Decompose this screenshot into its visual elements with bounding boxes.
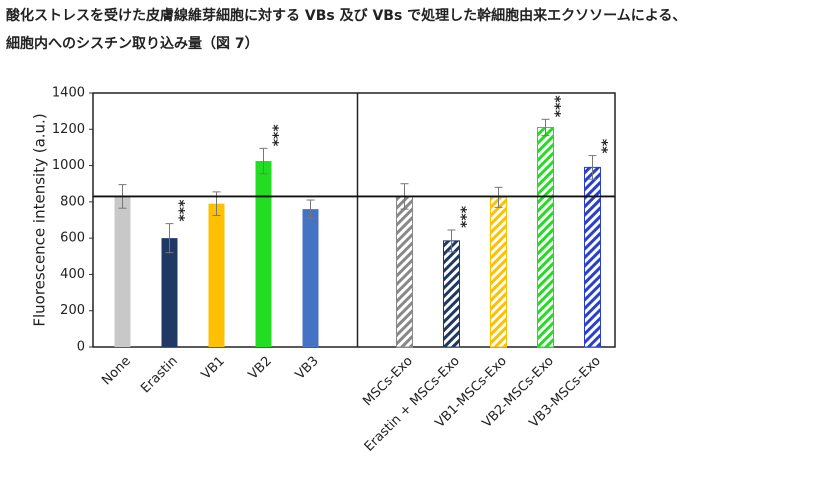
error-bar: [447, 229, 456, 253]
significance-label: ***: [547, 95, 563, 118]
bar: [443, 240, 460, 348]
bar: [537, 126, 554, 348]
x-tick-label: None: [99, 354, 134, 389]
bar: [161, 238, 178, 347]
error-bar: [541, 118, 550, 137]
bar: [584, 166, 601, 348]
significance-label: ***: [453, 206, 469, 229]
significance-label: ***: [171, 200, 187, 223]
y-tick-label: 400: [60, 267, 85, 282]
error-bar: [494, 186, 503, 208]
y-tick-label: 1000: [52, 158, 85, 173]
x-tick-label: VB2: [246, 354, 275, 383]
y-tick-label: 0: [77, 340, 85, 355]
x-tick-label: VB3: [293, 354, 322, 383]
bar: [255, 161, 272, 347]
error-bar: [165, 223, 174, 254]
chart-title: 細胞内へのシスチン取り込み量（図 7）: [6, 35, 259, 52]
y-tick-label: 1400: [52, 86, 85, 101]
chart-title: 酸化ストレスを受けた皮膚線維芽細胞に対する VBs 及び VBs で処理した幹細…: [6, 7, 686, 24]
x-tick-label: Erastin: [138, 354, 181, 397]
error-bar: [588, 155, 597, 180]
plot-frame: [92, 92, 616, 348]
bar: [114, 196, 131, 347]
y-tick-label: 1200: [52, 122, 85, 137]
significance-label: **: [594, 139, 610, 154]
y-tick-label: 600: [60, 231, 85, 246]
error-bar: [259, 147, 268, 175]
bar: [396, 195, 413, 348]
y-tick-label: 200: [60, 303, 85, 318]
y-axis-label: Fluorescence intensity (a.u.): [31, 113, 49, 326]
bar: [490, 196, 507, 348]
error-bar: [306, 199, 315, 219]
x-tick-label: VB1: [199, 354, 228, 383]
significance-label: ***: [265, 124, 281, 147]
bar: [302, 209, 319, 347]
y-tick-label: 800: [60, 194, 85, 209]
bar: [208, 203, 225, 347]
